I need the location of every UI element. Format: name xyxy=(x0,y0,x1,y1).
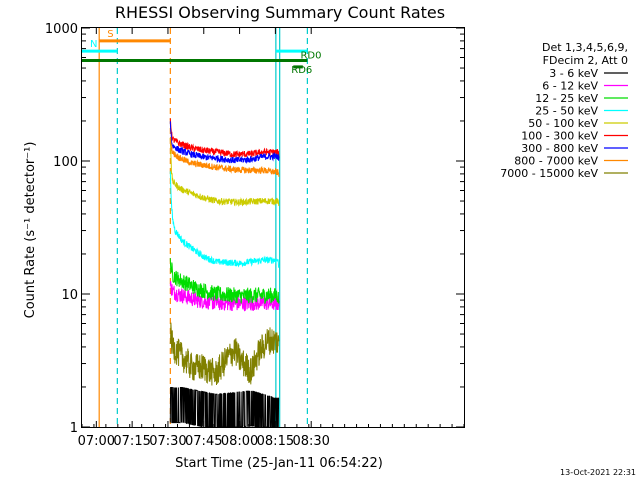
x-tick-label: 07:30 xyxy=(149,434,186,449)
status-segment-label: S xyxy=(107,29,113,40)
status-segment-label: N xyxy=(90,39,97,50)
series-line-50-100keV xyxy=(169,137,280,207)
legend-entry-label: 7000 - 15000 keV xyxy=(500,167,598,180)
legend-entry-label: 800 - 7000 keV xyxy=(514,155,598,168)
y-axis-ticks: 1 10 100 1000 xyxy=(45,22,464,436)
plot-series xyxy=(169,118,280,428)
x-tick-label: 07:45 xyxy=(185,434,222,449)
legend-entry-label: 100 - 300 keV xyxy=(521,130,598,143)
x-tick-label: 07:00 xyxy=(78,434,115,449)
x-tick-label: 08:00 xyxy=(221,434,258,449)
series-line-7000-15000keV xyxy=(169,322,280,386)
status-segment-label: RD6 xyxy=(291,65,312,76)
x-tick-label: 07:15 xyxy=(113,434,150,449)
legend-entry-label: 300 - 800 keV xyxy=(521,142,598,155)
series-line-12-25keV xyxy=(169,258,280,305)
series-line-25-50keV xyxy=(169,171,280,268)
y-tick-label: 1000 xyxy=(45,22,78,37)
y-tick-label: 10 xyxy=(61,288,78,303)
chart-title: RHESSI Observing Summary Count Rates xyxy=(115,3,445,22)
y-tick-label: 1 xyxy=(70,421,78,436)
y-axis-label: Count Rate (s⁻¹ detector⁻¹) xyxy=(23,142,38,319)
x-tick-label: 08:30 xyxy=(292,434,329,449)
legend-entry-label: 12 - 25 keV xyxy=(535,92,598,105)
legend-entry-label: 50 - 100 keV xyxy=(528,117,598,130)
legend-header-line: FDecim 2, Att 0 xyxy=(543,54,628,67)
legend-header-line: Det 1,3,4,5,6,9, xyxy=(542,41,628,54)
series-line-800-7000keV xyxy=(169,136,280,177)
legend-entry-label: 3 - 6 keV xyxy=(549,67,598,80)
x-axis-label: Start Time (25-Jan-11 06:54:22) xyxy=(175,456,383,471)
footer-timestamp: 13-Oct-2021 22:31 xyxy=(560,468,636,477)
series-line-300-800keV xyxy=(169,121,280,164)
legend-entry-label: 25 - 50 keV xyxy=(535,105,598,118)
x-tick-label: 08:15 xyxy=(257,434,294,449)
legend: Det 1,3,4,5,6,9,FDecim 2, Att 03 - 6 keV… xyxy=(500,41,628,180)
y-tick-label: 100 xyxy=(53,155,78,170)
plot-markers: SN RD6 RD0 xyxy=(82,28,321,427)
series-line-3-6keV xyxy=(169,387,280,428)
legend-entry-label: 6 - 12 keV xyxy=(542,80,598,93)
status-text-label: RD0 xyxy=(300,50,321,61)
plot-frame xyxy=(81,27,465,428)
